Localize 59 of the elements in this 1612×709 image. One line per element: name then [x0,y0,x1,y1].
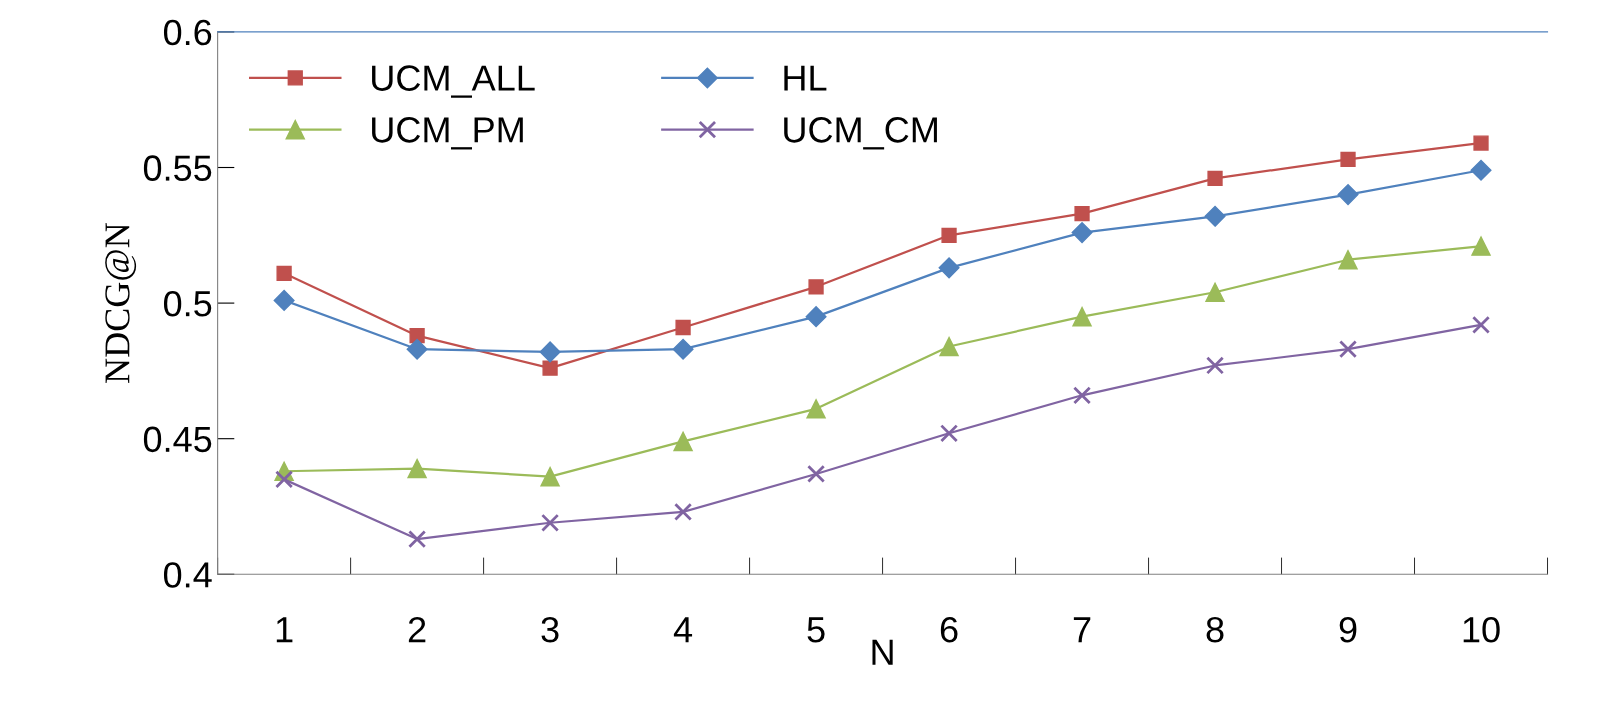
point [540,466,560,487]
point [407,458,427,479]
point [1338,249,1358,270]
point [275,470,294,489]
x-tick-label: 7 [1073,617,1091,643]
point [806,399,826,419]
point [1204,205,1226,227]
y-tick-label: 0.5 [163,290,212,317]
x-tick-label: 5 [807,617,825,643]
point [1072,306,1092,327]
x-tick-label: 6 [940,616,958,643]
x-tick-label: 8 [1206,616,1224,643]
point [273,289,295,311]
y-axis-title: NDCG@N [105,223,137,383]
x-tick-label: 1 [276,617,293,643]
x-tick-label: 10 [1463,616,1500,643]
point [805,306,827,328]
point [1207,170,1223,186]
x-axis-title: N [872,639,893,665]
x-tick-label: 4 [673,617,693,643]
point [1470,159,1492,181]
point [1473,135,1489,151]
point [939,336,959,357]
point [674,502,693,521]
point [1472,315,1491,334]
legend-label: UCM_ALL [372,65,535,98]
point [1073,386,1092,405]
legend-label: HL [784,65,827,91]
y-tick-label: 0.55 [143,155,212,181]
point [276,265,292,281]
point [539,341,561,363]
x-tick-label: 9 [1339,616,1357,643]
y-tick-label: 0.4 [163,562,212,588]
legend-label: UCM_CM [784,117,937,150]
point [542,360,558,376]
point [1337,184,1359,206]
point [541,513,560,532]
y-tick-label: 0.45 [143,426,212,453]
point [1205,282,1225,302]
point [941,227,957,243]
point [675,319,691,336]
x-tick-label: 3 [541,616,559,643]
x-tick-label: 2 [408,616,426,643]
point [1206,356,1225,375]
point [1071,222,1093,244]
point [808,279,824,295]
point [1339,340,1358,359]
point [938,257,960,279]
point [807,464,826,483]
point [406,338,428,360]
point [1471,236,1491,256]
legend-label: UCM_PM [372,117,523,150]
point [672,338,694,360]
point [940,424,959,443]
point [673,431,693,452]
point [1074,205,1090,222]
y-tick-label: 0.6 [163,19,212,46]
point [1340,151,1356,168]
point [408,530,427,549]
